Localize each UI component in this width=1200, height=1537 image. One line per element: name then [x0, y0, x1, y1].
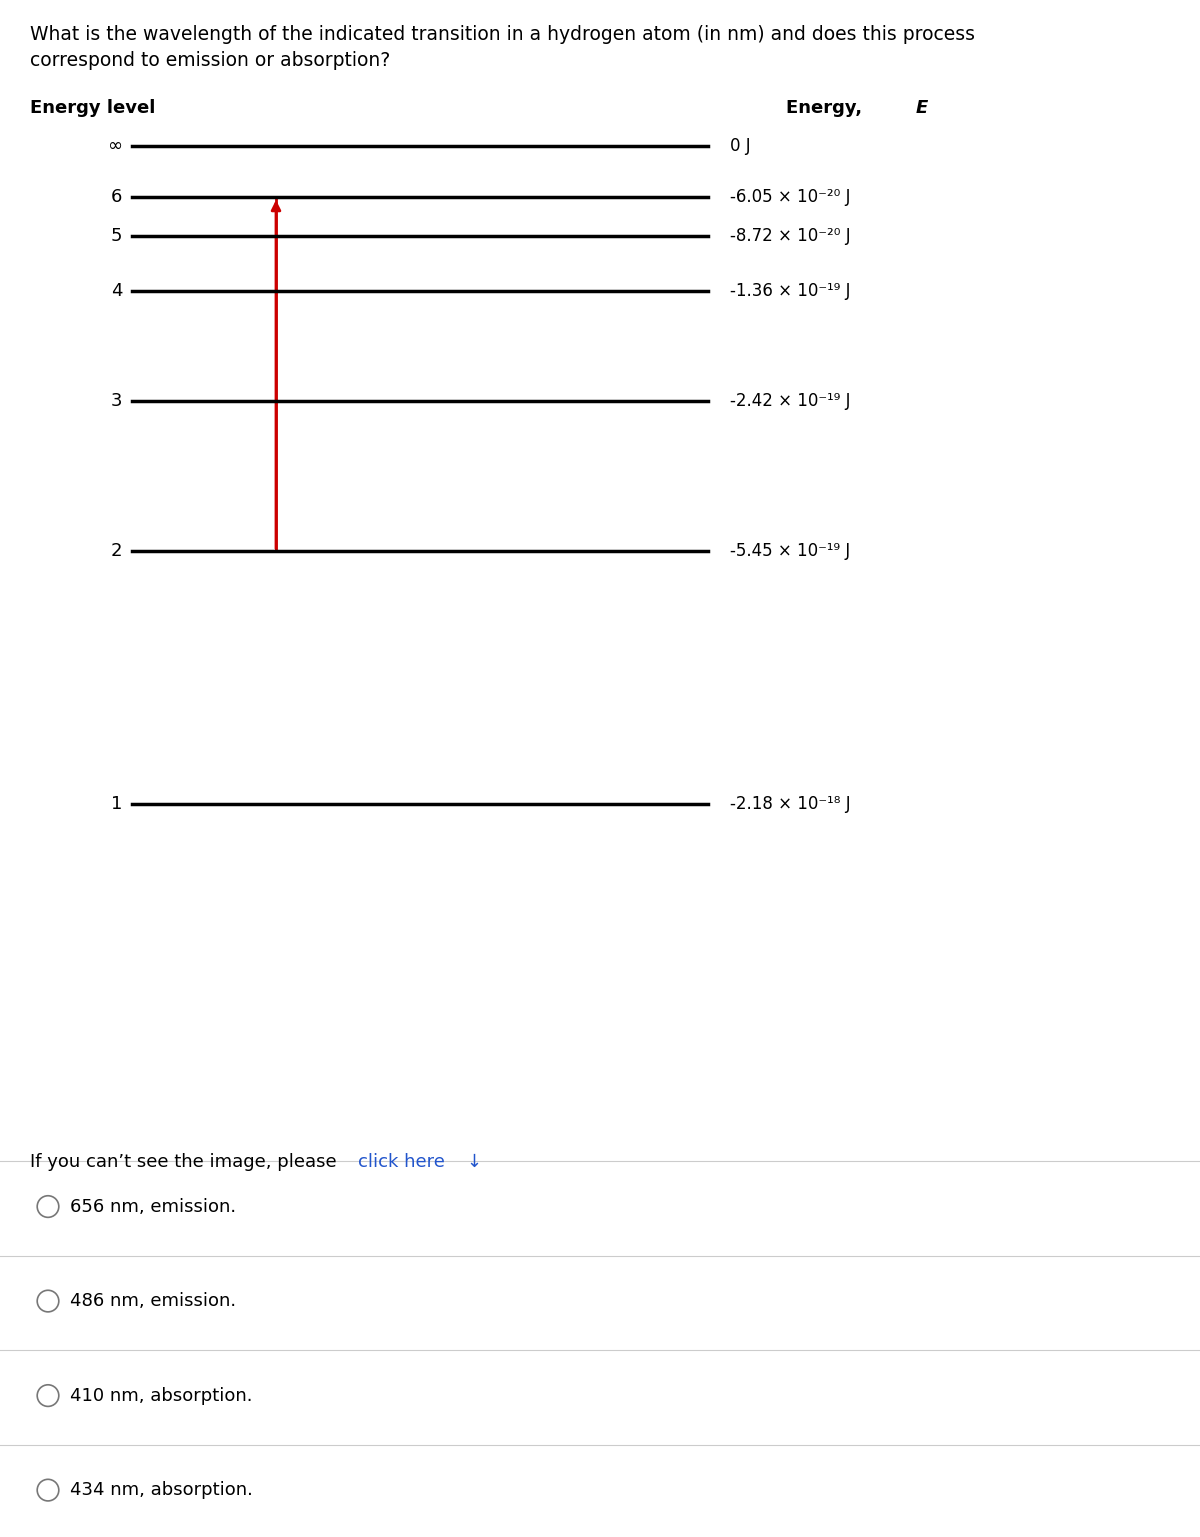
Text: 6: 6 — [112, 188, 122, 206]
Text: 0 J: 0 J — [730, 137, 750, 155]
Text: 4: 4 — [110, 281, 122, 300]
Text: 5: 5 — [110, 227, 122, 246]
Text: click here: click here — [358, 1153, 444, 1171]
Text: 1: 1 — [112, 795, 122, 813]
Text: 434 nm, absorption.: 434 nm, absorption. — [70, 1482, 252, 1499]
Text: correspond to emission or absorption?: correspond to emission or absorption? — [30, 51, 390, 69]
Text: If you can’t see the image, please: If you can’t see the image, please — [30, 1153, 342, 1171]
Text: ∞: ∞ — [108, 137, 122, 155]
Text: -6.05 × 10⁻²⁰ J: -6.05 × 10⁻²⁰ J — [730, 188, 850, 206]
Text: ↓: ↓ — [467, 1153, 482, 1171]
Text: What is the wavelength of the indicated transition in a hydrogen atom (in nm) an: What is the wavelength of the indicated … — [30, 25, 974, 43]
Text: 2: 2 — [110, 543, 122, 561]
Text: -1.36 × 10⁻¹⁹ J: -1.36 × 10⁻¹⁹ J — [730, 281, 850, 300]
Text: -5.45 × 10⁻¹⁹ J: -5.45 × 10⁻¹⁹ J — [730, 543, 850, 561]
Text: -8.72 × 10⁻²⁰ J: -8.72 × 10⁻²⁰ J — [730, 227, 851, 246]
Text: Energy level: Energy level — [30, 98, 155, 117]
Text: 410 nm, absorption.: 410 nm, absorption. — [70, 1386, 252, 1405]
Text: 3: 3 — [110, 392, 122, 410]
Text: -2.18 × 10⁻¹⁸ J: -2.18 × 10⁻¹⁸ J — [730, 795, 851, 813]
Text: 486 nm, emission.: 486 nm, emission. — [70, 1293, 235, 1310]
Text: Energy,: Energy, — [786, 98, 869, 117]
Text: -2.42 × 10⁻¹⁹ J: -2.42 × 10⁻¹⁹ J — [730, 392, 850, 410]
Text: E: E — [916, 98, 928, 117]
Text: 656 nm, emission.: 656 nm, emission. — [70, 1197, 235, 1216]
